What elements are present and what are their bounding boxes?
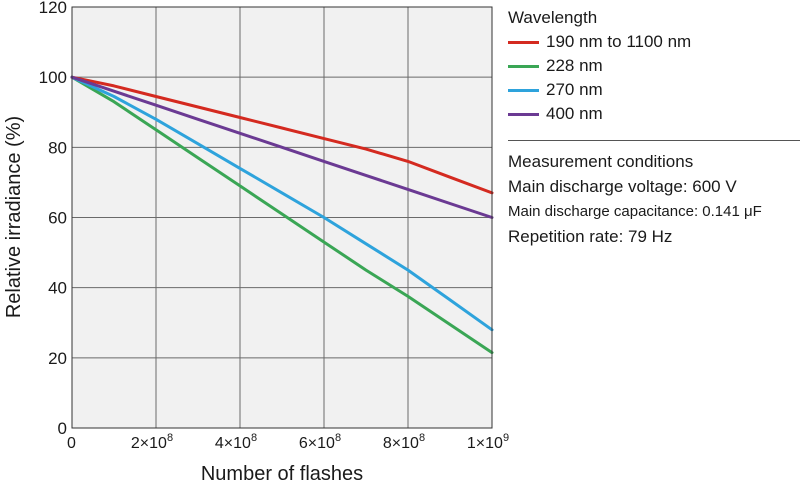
x-tick-label: 1×109 — [467, 432, 509, 452]
legend-item: 228 nm — [508, 54, 800, 78]
legend-label: 190 nm to 1100 nm — [546, 32, 692, 51]
x-tick-label: 8×108 — [383, 432, 425, 452]
legend-swatch — [508, 112, 539, 116]
plot-border — [71, 6, 493, 429]
x-tick-label: 0 — [67, 435, 76, 452]
legend-items: 190 nm to 1100 nm 228 nm 270 nm 400 nm — [508, 30, 800, 126]
data-lines — [70, 75, 494, 355]
y-tick-label: 100 — [39, 68, 67, 87]
legend-swatch — [508, 40, 539, 44]
y-tick-label: 40 — [48, 279, 67, 298]
series-line-2 — [70, 75, 494, 355]
series-line-3 — [70, 75, 494, 332]
legend-swatch — [508, 88, 539, 92]
x-tick-label: 2×108 — [131, 432, 173, 452]
conditions-title: Measurement conditions — [508, 152, 694, 171]
legend-label: 400 nm — [546, 104, 603, 123]
legend-item: 400 nm — [508, 102, 800, 126]
conditions-voltage: Main discharge voltage: 600 V — [508, 177, 737, 196]
legend-item: 270 nm — [508, 78, 800, 102]
x-axis-title: Number of flashes — [201, 463, 363, 482]
measurement-conditions: Measurement conditions Main discharge vo… — [508, 149, 800, 249]
legend-swatch — [508, 64, 539, 68]
x-tick-labels: 0 2×108 4×108 6×108 8×108 1×109 — [67, 432, 509, 452]
conditions-capacitance: Main discharge capacitance: 0.141 μF — [508, 203, 762, 220]
y-tick-labels: 0 20 40 60 80 100 120 — [39, 0, 67, 438]
conditions-repetition: Repetition rate: 79 Hz — [508, 227, 673, 246]
legend-divider — [508, 140, 800, 141]
legend: Wavelength 190 nm to 1100 nm 228 nm 270 nm… — [508, 6, 800, 246]
y-axis-title: Relative irradiance (%) — [3, 116, 25, 318]
y-tick-label: 20 — [48, 349, 67, 368]
x-tick-label: 6×108 — [299, 432, 341, 452]
legend-label: 228 nm — [546, 56, 603, 75]
y-tick-label: 0 — [58, 419, 67, 438]
y-tick-label: 120 — [39, 0, 67, 17]
legend-title: Wavelength — [508, 8, 598, 27]
legend-item: 190 nm to 1100 nm — [508, 30, 800, 54]
series-line-1 — [70, 75, 494, 195]
legend-label: 270 nm — [546, 80, 603, 99]
y-tick-label: 60 — [48, 209, 67, 228]
y-tick-label: 80 — [48, 138, 67, 157]
series-line-4 — [70, 75, 494, 219]
x-tick-label: 4×108 — [215, 432, 257, 452]
